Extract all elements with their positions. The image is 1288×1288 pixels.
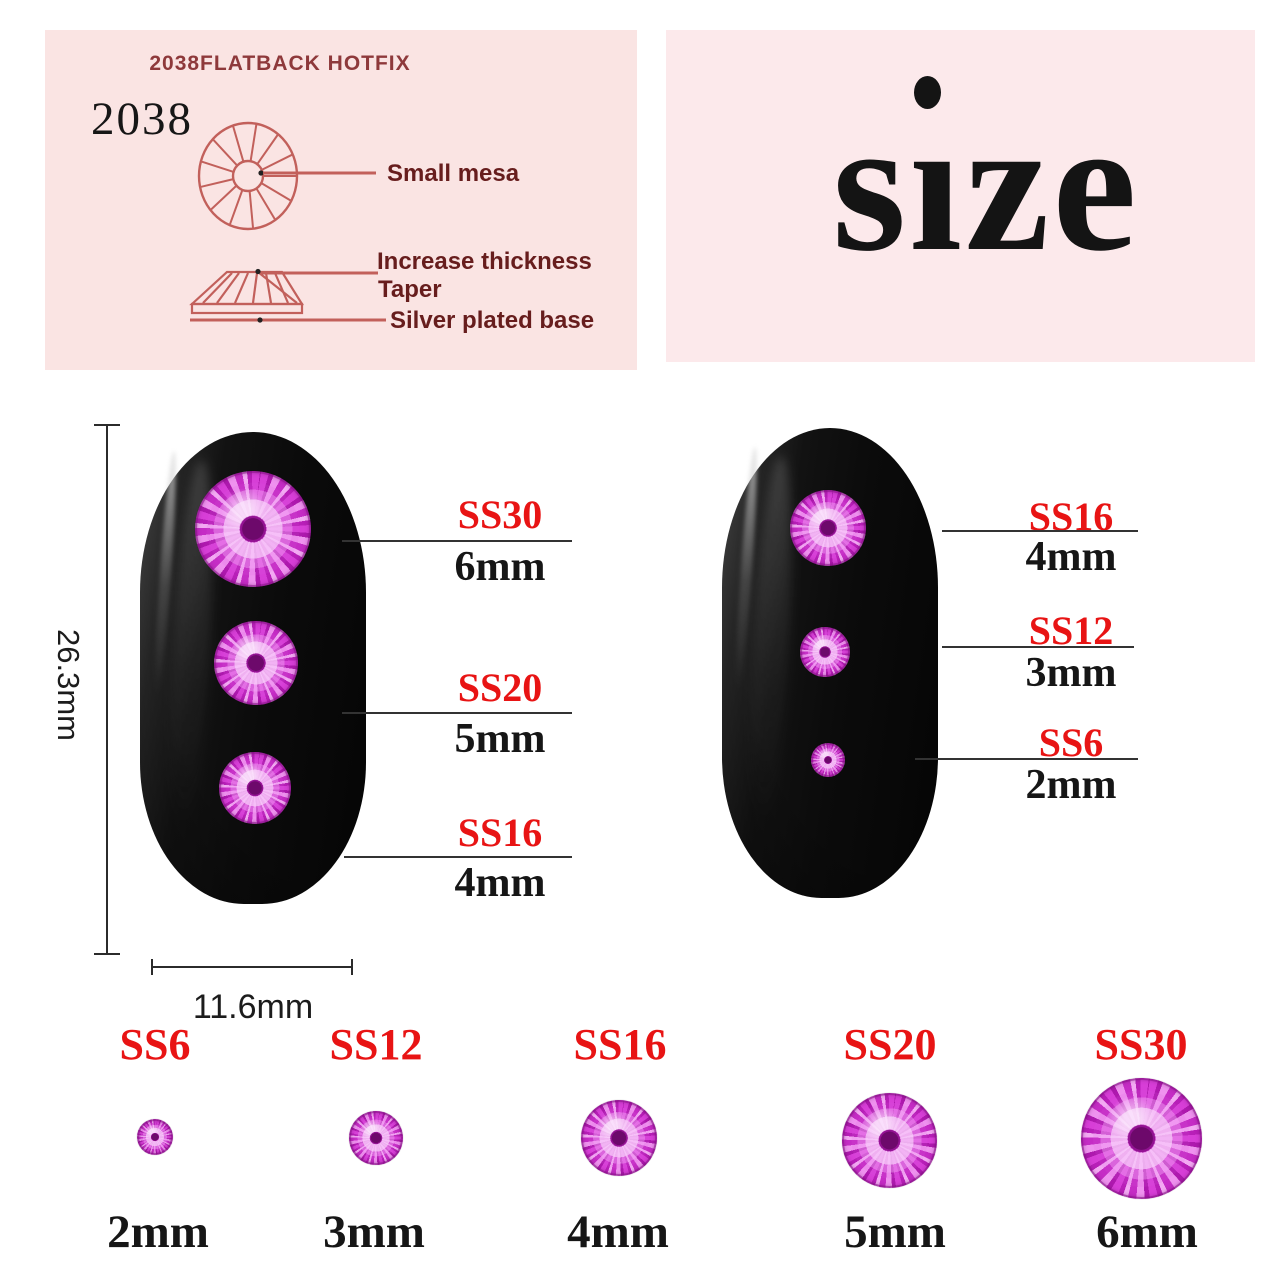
stone-code: SS16 bbox=[457, 810, 543, 855]
rhinestone-ss16 bbox=[790, 490, 866, 566]
thickness-point bbox=[255, 268, 261, 275]
label-line bbox=[942, 530, 1138, 532]
stone-size: 2mm bbox=[1025, 762, 1117, 808]
rhinestone-ss6 bbox=[811, 743, 845, 777]
stone-size: 4mm bbox=[1025, 534, 1117, 580]
top-view-diagram bbox=[197, 121, 299, 231]
height-dim-cap-bottom bbox=[94, 953, 120, 955]
stone-code: SS20 bbox=[457, 665, 543, 710]
row-size: 4mm bbox=[567, 1206, 669, 1258]
row-code: SS12 bbox=[329, 1020, 423, 1069]
rhinestone-ss12 bbox=[800, 627, 850, 677]
label-line bbox=[342, 712, 572, 714]
model-number: 2038 bbox=[91, 93, 193, 145]
label-small-mesa: Small mesa bbox=[387, 160, 520, 187]
row-size: 2mm bbox=[107, 1206, 209, 1258]
stone-code: SS6 bbox=[1038, 720, 1104, 765]
stone-code: SS12 bbox=[1028, 608, 1114, 653]
rhinestone-ss6 bbox=[137, 1119, 173, 1155]
row-code: SS20 bbox=[843, 1020, 937, 1069]
base-point bbox=[257, 317, 263, 323]
rhinestone-ss30 bbox=[195, 471, 311, 587]
stone-code: SS30 bbox=[457, 492, 543, 537]
width-dim-cap-right bbox=[351, 959, 353, 975]
stone-size: 3mm bbox=[1025, 650, 1117, 696]
mesa-point bbox=[258, 170, 264, 176]
label-line bbox=[915, 758, 1138, 760]
label-line bbox=[342, 540, 572, 542]
spec-heading: 2038FLATBACK HOTFIX bbox=[149, 52, 411, 75]
side-view-diagram bbox=[189, 270, 304, 315]
row-code: SS30 bbox=[1094, 1020, 1188, 1069]
rhinestone-ss12 bbox=[349, 1111, 403, 1165]
row-code: SS16 bbox=[573, 1020, 667, 1069]
rhinestone-ss30 bbox=[1081, 1078, 1202, 1199]
width-dim-line bbox=[152, 966, 352, 968]
label-silver-base: Silver plated base bbox=[390, 307, 595, 334]
stone-size: 6mm bbox=[454, 544, 546, 590]
label-line bbox=[344, 856, 572, 858]
i-dot-patch bbox=[904, 108, 960, 148]
rhinestone-ss20 bbox=[214, 621, 298, 705]
stone-size: 5mm bbox=[454, 716, 546, 762]
row-size: 6mm bbox=[1096, 1206, 1198, 1258]
size-panel: size bbox=[666, 30, 1255, 362]
size-title: size bbox=[832, 81, 1140, 291]
spec-panel: 2038FLATBACK HOTFIX 2038 bbox=[45, 30, 637, 370]
row-size: 5mm bbox=[844, 1206, 946, 1258]
label-line bbox=[942, 646, 1134, 648]
nail-height-label: 26.3mm bbox=[51, 629, 86, 741]
rhinestone-ss16 bbox=[581, 1100, 657, 1176]
rhinestone-ss20 bbox=[842, 1093, 937, 1188]
row-code: SS6 bbox=[119, 1020, 191, 1069]
label-taper: Taper bbox=[378, 276, 442, 303]
nail-width-label: 11.6mm bbox=[192, 988, 314, 1026]
label-increase-thickness: Increase thickness bbox=[377, 248, 592, 275]
height-dim-line bbox=[106, 425, 108, 955]
rhinestone-ss16 bbox=[219, 752, 291, 824]
stone-size: 4mm bbox=[454, 860, 546, 906]
rhinestone-diagram bbox=[189, 121, 386, 323]
i-dot-accent bbox=[914, 76, 941, 109]
row-size: 3mm bbox=[323, 1206, 425, 1258]
